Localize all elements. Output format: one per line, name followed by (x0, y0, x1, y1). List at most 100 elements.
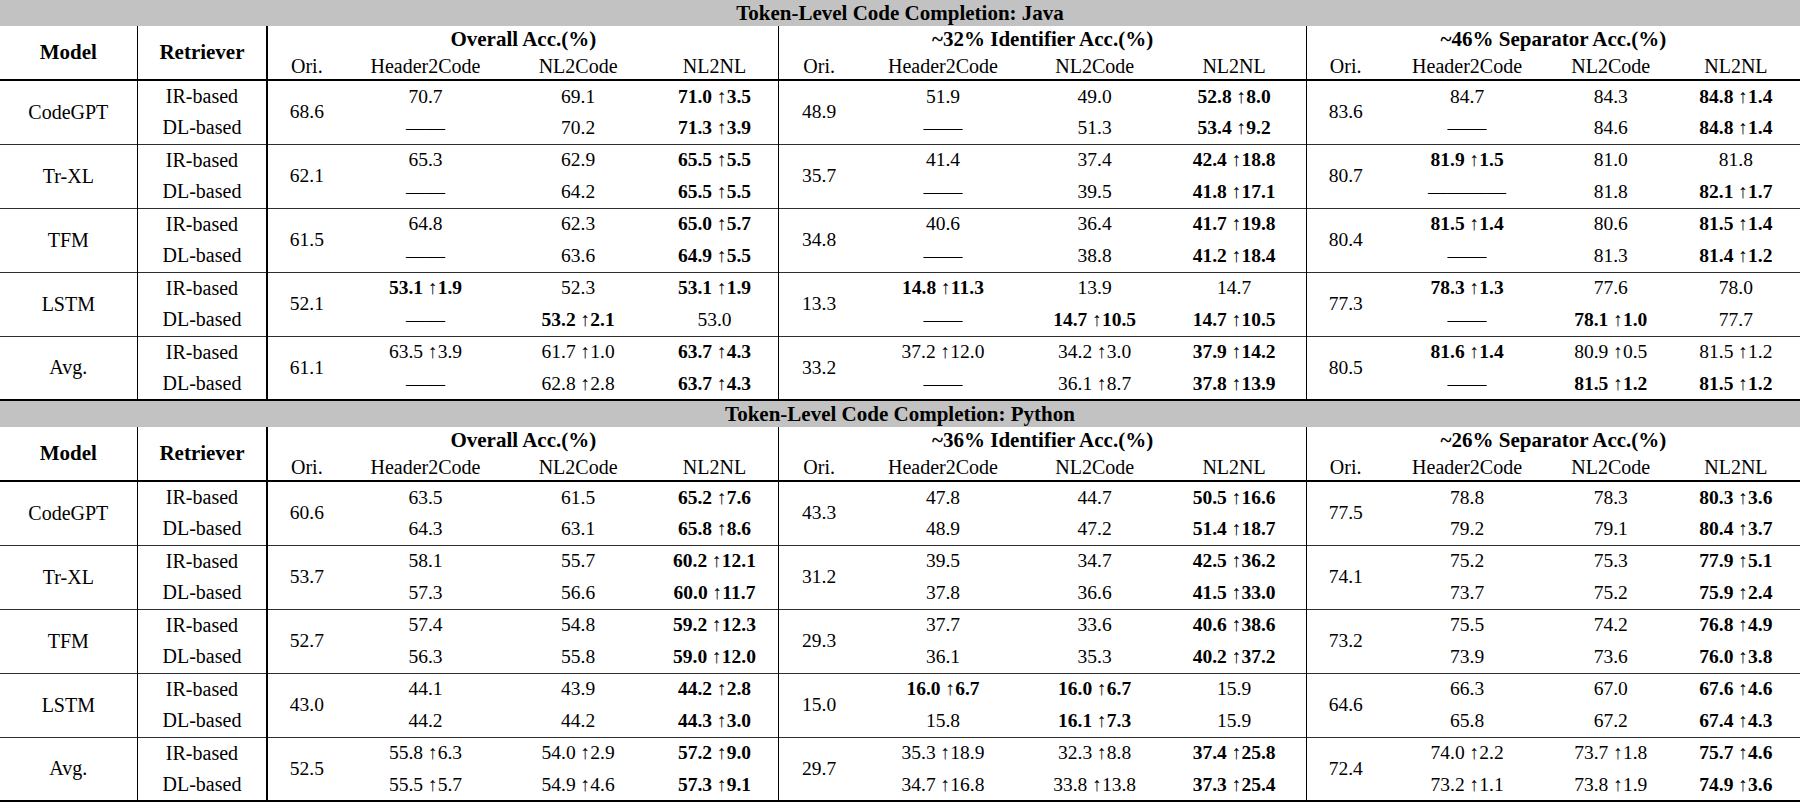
results-tables-container: Token-Level Code Completion: JavaModelRe… (0, 0, 1800, 802)
metric-value: —— (859, 112, 1027, 144)
retriever-label: IR-based (137, 208, 267, 240)
metric-value: 59.2 ↑12.3 (651, 609, 779, 641)
sub-column-header: Header2Code (345, 53, 505, 80)
metric-value: 40.6 ↑38.6 (1162, 609, 1306, 641)
metric-value: 81.4 ↑1.2 (1672, 240, 1800, 272)
metric-value: 84.6 (1550, 112, 1672, 144)
sub-column-header: Header2Code (859, 53, 1027, 80)
results-table-java: ModelRetrieverOverall Acc.(%)~32% Identi… (0, 26, 1800, 401)
metric-value: 73.7 ↑1.8 (1550, 737, 1672, 769)
retriever-label: DL-based (137, 577, 267, 609)
metric-value: 78.8 (1384, 481, 1549, 513)
metric-value: 36.1 ↑8.7 (1027, 368, 1162, 400)
sub-column-header: Header2Code (1384, 454, 1549, 481)
ori-value: 80.4 (1306, 208, 1384, 272)
metric-value: 51.4 ↑18.7 (1162, 513, 1306, 545)
metric-value: 43.9 (506, 673, 651, 705)
metric-value: 55.8 (506, 641, 651, 673)
metric-value: 53.1 ↑1.9 (345, 272, 505, 304)
metric-value: 37.4 (1027, 144, 1162, 176)
metric-value: 61.7 ↑1.0 (506, 336, 651, 368)
metric-value: 63.7 ↑4.3 (651, 368, 779, 400)
ori-value: 52.1 (267, 272, 345, 336)
metric-value: 70.2 (506, 112, 651, 144)
metric-value: 75.9 ↑2.4 (1672, 577, 1800, 609)
metric-value: 64.8 (345, 208, 505, 240)
metric-value: 36.1 (859, 641, 1027, 673)
metric-value: 47.2 (1027, 513, 1162, 545)
metric-value: 66.3 (1384, 673, 1549, 705)
metric-value: —— (345, 176, 505, 208)
metric-value: —— (345, 112, 505, 144)
metric-value: 41.7 ↑19.8 (1162, 208, 1306, 240)
sub-column-header: NL2NL (651, 53, 779, 80)
group-header: Overall Acc.(%) (267, 427, 779, 454)
metric-value: 41.8 ↑17.1 (1162, 176, 1306, 208)
metric-value: 39.5 (859, 545, 1027, 577)
metric-value: 74.2 (1550, 609, 1672, 641)
sub-column-header: Ori. (779, 53, 859, 80)
ori-value: 35.7 (779, 144, 859, 208)
metric-value: 49.0 (1027, 80, 1162, 112)
sub-column-header: NL2NL (651, 454, 779, 481)
retriever-label: DL-based (137, 641, 267, 673)
metric-value: 63.5 ↑3.9 (345, 336, 505, 368)
metric-value: 77.9 ↑5.1 (1672, 545, 1800, 577)
metric-value: 39.5 (1027, 176, 1162, 208)
metric-value: —— (1384, 112, 1549, 144)
metric-value: 82.1 ↑1.7 (1672, 176, 1800, 208)
model-name: Tr-XL (0, 144, 137, 208)
retriever-column-header: Retriever (137, 26, 267, 80)
sub-column-header: NL2NL (1162, 454, 1306, 481)
ori-value: 60.6 (267, 481, 345, 545)
metric-value: 14.8 ↑11.3 (859, 272, 1027, 304)
metric-value: 51.3 (1027, 112, 1162, 144)
metric-value: 84.3 (1550, 80, 1672, 112)
metric-value: 55.5 ↑5.7 (345, 769, 505, 801)
metric-value: 34.7 ↑16.8 (859, 769, 1027, 801)
metric-value: —— (859, 176, 1027, 208)
metric-value: 53.2 ↑2.1 (506, 304, 651, 336)
sub-column-header: NL2Code (506, 454, 651, 481)
metric-value: 56.3 (345, 641, 505, 673)
metric-value: 40.2 ↑37.2 (1162, 641, 1306, 673)
ori-value: 15.0 (779, 673, 859, 737)
retriever-label: IR-based (137, 272, 267, 304)
metric-value: 73.8 ↑1.9 (1550, 769, 1672, 801)
metric-value: 32.3 ↑8.8 (1027, 737, 1162, 769)
metric-value: 34.7 (1027, 545, 1162, 577)
metric-value: 64.9 ↑5.5 (651, 240, 779, 272)
metric-value: 62.9 (506, 144, 651, 176)
ori-value: 53.7 (267, 545, 345, 609)
metric-value: 80.9 ↑0.5 (1550, 336, 1672, 368)
metric-value: 74.9 ↑3.6 (1672, 769, 1800, 801)
metric-value: 37.2 ↑12.0 (859, 336, 1027, 368)
model-name: TFM (0, 609, 137, 673)
metric-value: 15.9 (1162, 673, 1306, 705)
metric-value: 65.5 ↑5.5 (651, 176, 779, 208)
metric-value: 50.5 ↑16.6 (1162, 481, 1306, 513)
retriever-label: DL-based (137, 513, 267, 545)
metric-value: 74.0 ↑2.2 (1384, 737, 1549, 769)
ori-value: 74.1 (1306, 545, 1384, 609)
section-title-bar: Token-Level Code Completion: Java (0, 0, 1800, 26)
ori-value: 48.9 (779, 80, 859, 144)
metric-value: 41.2 ↑18.4 (1162, 240, 1306, 272)
metric-value: 47.8 (859, 481, 1027, 513)
metric-value: —— (859, 304, 1027, 336)
metric-value: 53.0 (651, 304, 779, 336)
metric-value: 65.3 (345, 144, 505, 176)
metric-value: 14.7 ↑10.5 (1162, 304, 1306, 336)
model-name: Avg. (0, 336, 137, 400)
metric-value: 81.8 (1550, 176, 1672, 208)
metric-value: —— (345, 304, 505, 336)
sub-column-header: Header2Code (1384, 53, 1549, 80)
model-name: CodeGPT (0, 80, 137, 144)
paper-results-page: { "colors": { "title_bar_bg": "#c2c2c2" … (0, 0, 1800, 807)
metric-value: 81.9 ↑1.5 (1384, 144, 1549, 176)
metric-value: 41.4 (859, 144, 1027, 176)
metric-value: —— (1384, 304, 1549, 336)
metric-value: 55.7 (506, 545, 651, 577)
metric-value: 37.3 ↑25.4 (1162, 769, 1306, 801)
metric-value: 42.4 ↑18.8 (1162, 144, 1306, 176)
